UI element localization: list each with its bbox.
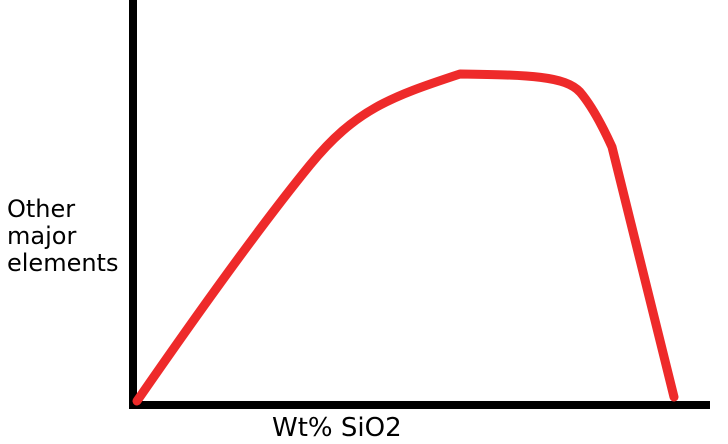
- y-axis-label-line-2: major: [7, 222, 77, 250]
- y-axis-label-line-1: Other: [7, 195, 76, 223]
- trend-curve: [132, 69, 679, 406]
- y-axis-label-line-3: elements: [7, 249, 119, 277]
- x-axis-label: Wt% SiO2: [272, 413, 402, 443]
- y-axis-label: Other major elements: [7, 196, 118, 277]
